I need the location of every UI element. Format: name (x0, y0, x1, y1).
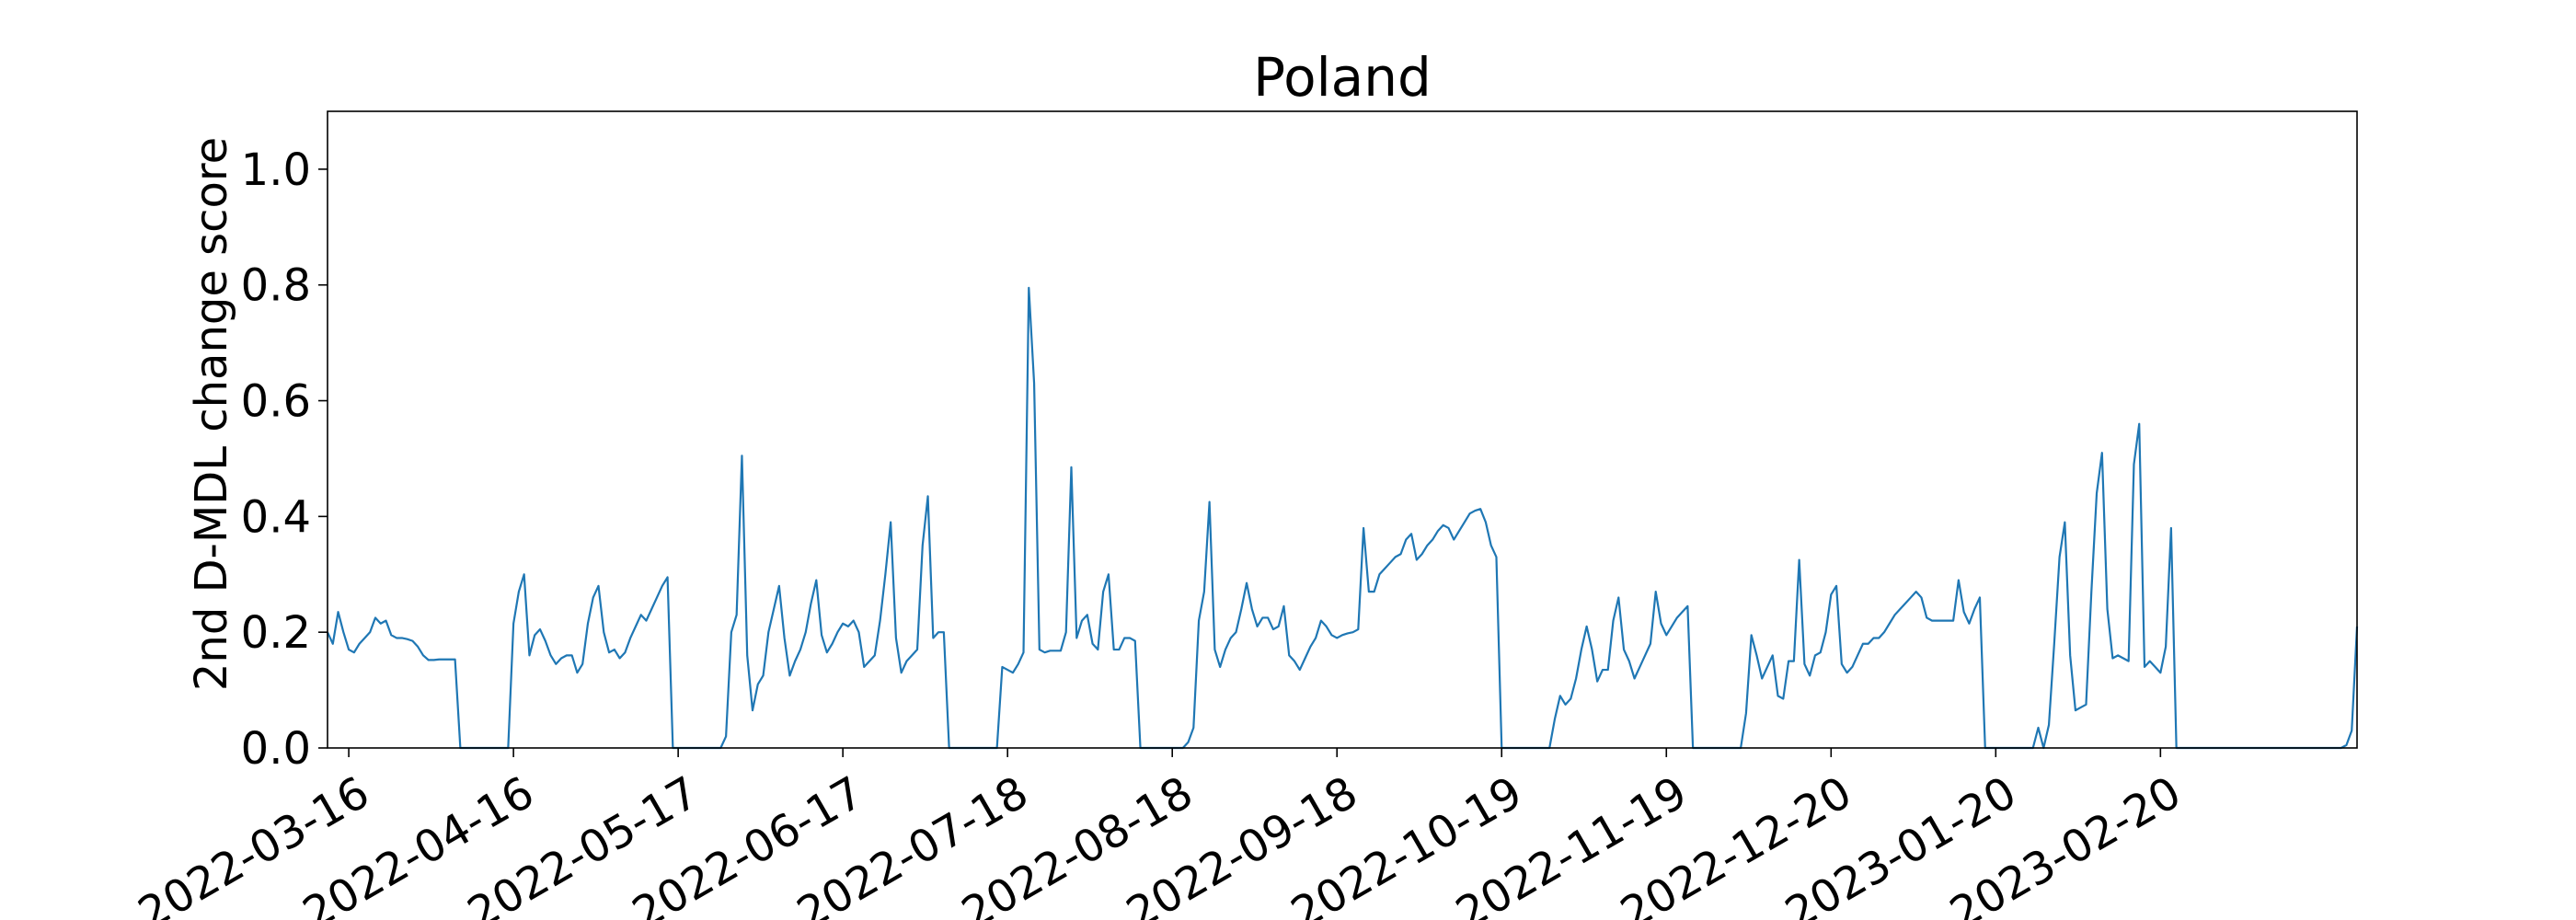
series-layer (327, 286, 2359, 750)
plot-frame (327, 110, 2358, 749)
y-axis-label: 2nd D-MDL change score (186, 137, 237, 691)
y-tick-label: 0.4 (241, 491, 311, 543)
y-tick-label: 0.6 (241, 376, 311, 428)
y-tick-label: 0.0 (241, 723, 311, 775)
y-axis: 0.0 0.2 0.4 0.6 0.8 1.0 (241, 144, 328, 775)
y-tick-label: 0.2 (241, 607, 311, 659)
series-line-0 (327, 286, 2359, 750)
y-tick-label: 1.0 (241, 144, 311, 196)
chart-title: Poland (1253, 46, 1432, 109)
x-axis: 2022-03-162022-04-162022-05-172022-06-17… (130, 748, 2190, 920)
y-tick-label: 0.8 (241, 260, 311, 312)
plot-area (327, 110, 2359, 750)
